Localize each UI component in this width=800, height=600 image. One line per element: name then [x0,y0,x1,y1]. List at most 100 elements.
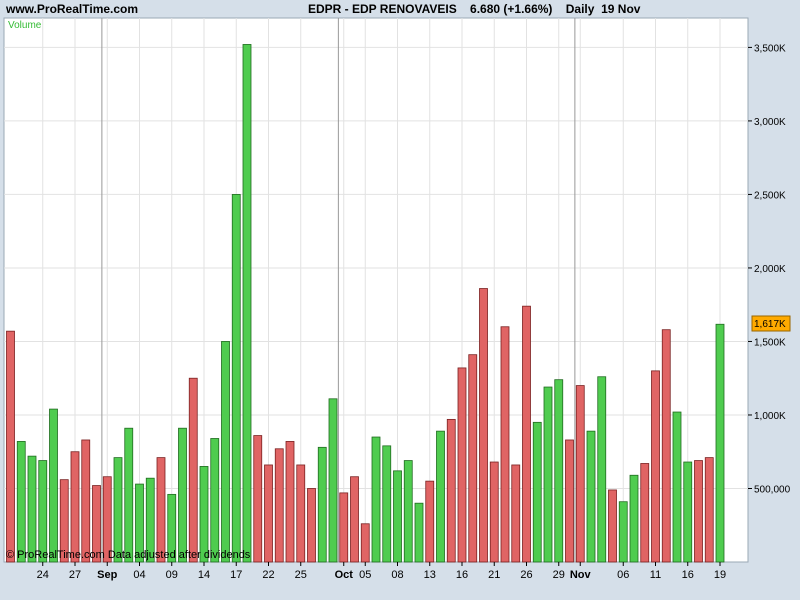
x-tick-label: 24 [37,569,49,581]
volume-bar [618,501,628,563]
volume-bar [16,441,26,563]
volume-bar [350,476,359,563]
x-tick-label: Sep [97,569,117,581]
y-tick-label: 1,500K [754,337,786,348]
volume-bar [436,430,445,563]
x-tick-label: Nov [570,569,592,581]
y-tick-label: 1,000K [754,411,786,422]
x-tick-label: 14 [198,569,210,581]
x-tick-label: 09 [166,569,178,581]
x-tick-label: 08 [391,569,403,581]
volume-bar [210,438,220,563]
x-tick-label: 19 [714,569,726,581]
volume-bar [178,427,187,563]
volume-bar [264,464,273,563]
x-tick-label: 17 [230,569,242,581]
volume-bar [92,485,101,563]
volume-bar [608,489,617,563]
last-value-badge-text: 1,617K [754,319,786,330]
x-tick-label: 11 [650,569,661,581]
volume-bar [231,194,241,563]
volume-bar [629,474,639,563]
volume-bar [522,305,531,563]
volume-bar [479,288,488,563]
panel-title: Volume [8,20,42,31]
gridlines [4,18,748,562]
instrument-quote: EDPR - EDP RENOVAVEIS 6.680 (+1.66%) Dai… [308,2,641,16]
x-tick-label: 21 [488,569,500,581]
volume-bar [457,367,467,563]
y-tick-label: 500,000 [754,484,791,495]
volume-bar [575,385,585,563]
volume-bar [694,460,703,563]
volume-bar [446,418,456,563]
volume-bar [565,439,574,563]
x-tick-label: 29 [553,569,565,581]
last-value-badge: 1,617K [751,315,791,332]
volume-bar [403,460,413,563]
volume-bar [307,488,316,563]
volume-bar [672,411,682,563]
volume-bar [70,451,80,563]
volume-bar [371,436,381,563]
volume-bar [425,480,435,563]
volume-bar [511,464,521,563]
x-tick-label: 25 [295,569,307,581]
volume-bar [554,379,564,563]
volume-bar [597,376,607,563]
volume-bar [199,466,209,563]
volume-bar [38,460,48,563]
x-tick-label: 06 [617,569,629,581]
volume-bar [468,354,478,563]
volume-bar [543,386,553,563]
y-tick-label: 3,500K [754,43,786,54]
x-tick-label: Oct [335,569,354,581]
volume-bar [651,370,660,563]
volume-bar [328,398,338,563]
x-tick-label: 27 [69,569,81,581]
y-axis: 500,000 1,000K 1,500K 2,000K 2,500K 3,000K 3,5… [748,43,791,495]
volume-bar [414,502,424,563]
x-axis: 24 27 Sep 04 09 14 17 22 25 Oct 05 08 13 16 21 26 29 Nov 0… [37,562,726,581]
volume-bar [145,477,155,563]
volume-bar [188,377,198,563]
volume-bar [393,470,402,563]
copyright-notice: © ProRealTime.com Data adjusted after di… [6,549,251,561]
x-tick-label: 22 [262,569,274,581]
volume-bar [532,421,542,563]
y-tick-label: 2,000K [754,264,786,275]
x-tick-label: 16 [456,569,468,581]
volume-bar [49,408,58,563]
last-value-badge-box [751,315,791,332]
volume-bar [661,329,671,563]
month-separators [101,18,576,562]
volume-bar [27,455,37,563]
volume-bar [317,446,327,563]
volume-bar [715,323,725,563]
volume-bar [6,330,15,563]
volume-bar [382,445,392,563]
volume-bar [360,523,370,563]
x-tick-label: 16 [682,569,694,581]
volume-bar [296,464,306,563]
site-title[interactable]: www.ProRealTime.com [6,2,139,16]
x-tick-label: 26 [520,569,532,581]
volume-bar [242,44,252,563]
x-tick-label: 05 [359,569,371,581]
volume-bar [253,435,263,563]
y-tick-label: 2,500K [754,190,786,201]
volume-bar [81,439,91,563]
x-tick-label: 04 [133,569,145,581]
volume-bar [274,448,284,563]
volume-bar [156,457,166,563]
volume-bar [59,479,69,563]
y-tick-label: 3,000K [754,117,786,128]
volume-bar [586,430,596,563]
volume-bar [489,461,499,563]
volume-bar [683,461,693,563]
volume-bar [124,427,134,563]
volume-bar [704,457,714,563]
volume-bar [339,492,349,563]
x-tick-label: 13 [424,569,436,581]
